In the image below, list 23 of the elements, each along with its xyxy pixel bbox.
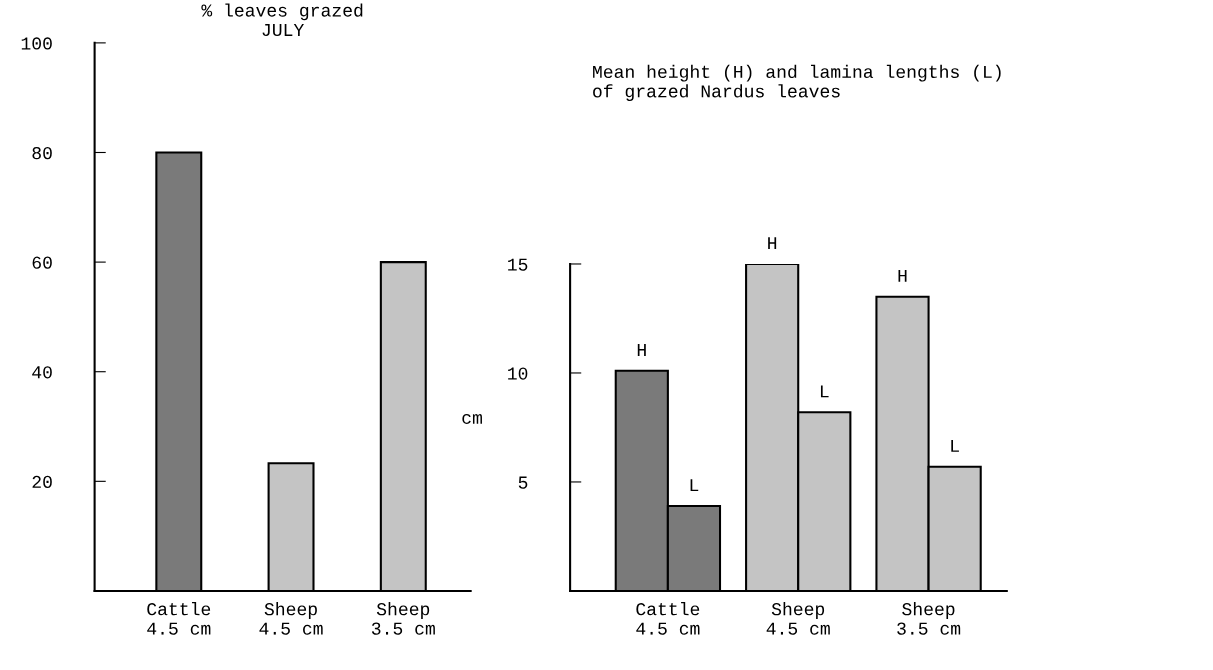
text: L xyxy=(951,439,959,452)
y-tick-label: 10 xyxy=(508,367,528,380)
text: L xyxy=(820,385,829,398)
x-tick-label: Cattle 4.5 cm xyxy=(636,602,700,635)
y-tick-label: 100 xyxy=(21,37,52,50)
series-label: L xyxy=(690,479,699,492)
series-label: H xyxy=(637,344,646,356)
x-tick-label: Sheep 4.5 cm xyxy=(259,602,323,635)
chart-title: % leaves grazed JULY xyxy=(201,3,363,37)
x-tick-label: Sheep 3.5 cm xyxy=(897,602,961,635)
y-tick-label: 40 xyxy=(32,366,52,379)
x-tick-label: Cattle 4.5 cm xyxy=(147,602,211,635)
y-axis-title: cm xyxy=(462,414,482,424)
text: H xyxy=(898,269,907,282)
y-tick-label: 80 xyxy=(32,146,52,160)
chart-title: Mean height (H) and lamina lengths (L) of grazed Nardus leaves xyxy=(593,64,1001,102)
text: H xyxy=(768,237,777,250)
x-tick-label: Sheep 4.5 cm xyxy=(766,602,830,635)
y-tick-label: 15 xyxy=(508,258,528,271)
x-tick-label: Sheep 3.5 cm xyxy=(371,602,435,635)
y-tick-label: 5 xyxy=(518,476,528,489)
y-tick-label: 20 xyxy=(32,475,52,489)
y-tick-label: 60 xyxy=(32,256,52,269)
